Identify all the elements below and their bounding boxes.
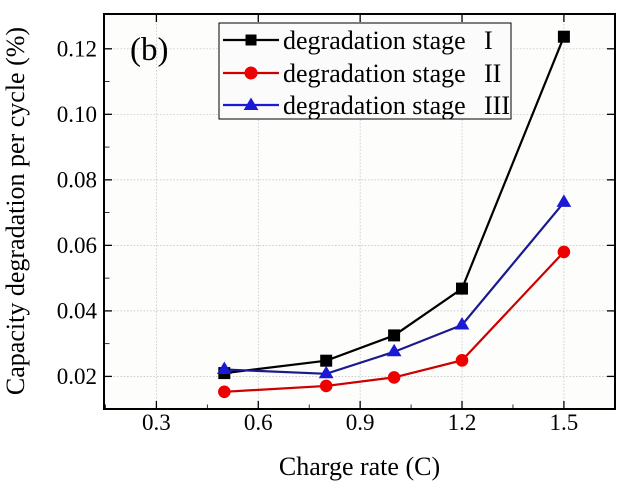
svg-text:0.6: 0.6: [244, 410, 273, 435]
svg-text:0.06: 0.06: [57, 233, 97, 258]
svg-text:II: II: [484, 59, 501, 88]
svg-text:I: I: [484, 26, 493, 55]
svg-text:1.2: 1.2: [448, 410, 477, 435]
svg-text:0.9: 0.9: [346, 410, 375, 435]
svg-text:0.08: 0.08: [57, 168, 97, 193]
svg-text:0.02: 0.02: [57, 364, 97, 389]
svg-text:0.04: 0.04: [57, 299, 98, 324]
svg-text:III: III: [484, 91, 510, 120]
svg-text:0.3: 0.3: [142, 410, 171, 435]
svg-text:degradation stage: degradation stage: [283, 26, 466, 55]
svg-text:degradation stage: degradation stage: [283, 59, 466, 88]
svg-text:0.12: 0.12: [57, 37, 97, 62]
svg-text:0.10: 0.10: [57, 102, 97, 127]
svg-text:degradation stage: degradation stage: [283, 91, 466, 120]
svg-text:1.5: 1.5: [550, 410, 579, 435]
